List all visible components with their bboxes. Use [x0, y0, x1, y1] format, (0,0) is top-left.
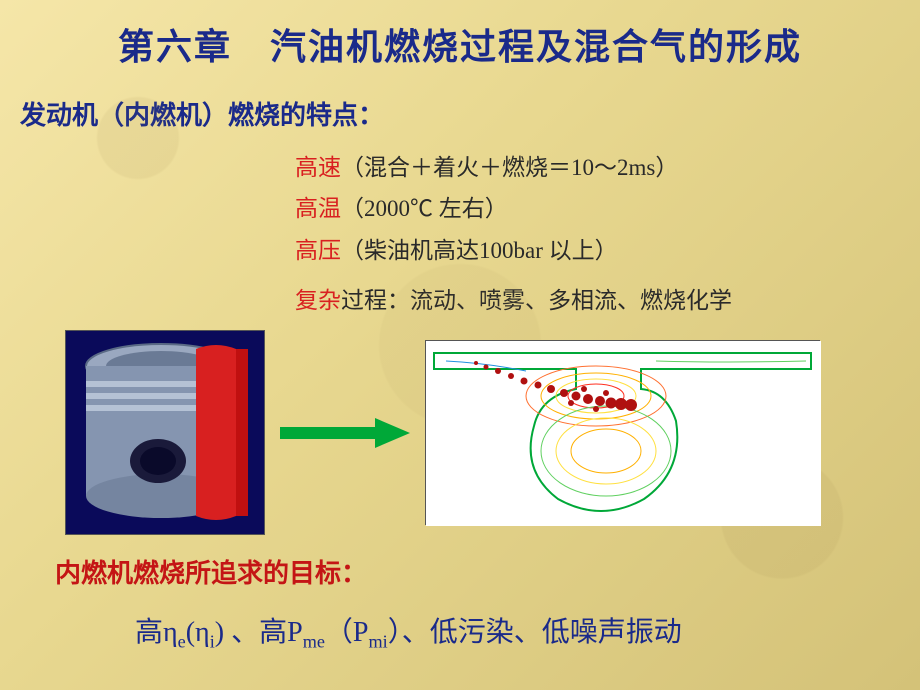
feature-text: （2000℃ 左右）: [341, 196, 508, 221]
complex-keyword: 复杂: [295, 288, 341, 313]
formula-sub: mi: [369, 632, 388, 652]
feature-item: 高压（柴油机高达100bar 以上）: [295, 230, 920, 271]
feature-list: 高速（混合＋着火＋燃烧＝10～2ms） 高温（2000℃ 左右） 高压（柴油机高…: [295, 147, 920, 271]
feature-text: （柴油机高达100bar 以上）: [341, 238, 618, 263]
formula-part: ): [215, 617, 224, 648]
feature-keyword: 高压: [295, 238, 341, 263]
formula-part: 高P: [259, 617, 303, 648]
formula-part: 高η: [135, 617, 178, 648]
formula-sep: 、: [224, 617, 259, 648]
formula-sub: e: [178, 632, 186, 652]
formula-sub: me: [303, 632, 325, 652]
formula-part: （P: [325, 617, 369, 648]
goal-title: 内燃机燃烧所追求的目标：: [55, 553, 920, 590]
section-subtitle: 发动机（内燃机）燃烧的特点：: [20, 95, 920, 132]
feature-item: 高温（2000℃ 左右）: [295, 188, 920, 229]
formula-part: ）: [388, 617, 402, 648]
goal-formula: 高ηe(ηi) 、高Pme（Pmi）、低污染、低噪声振动: [135, 610, 920, 653]
complex-line: 复杂过程：流动、喷雾、多相流、燃烧化学: [295, 281, 920, 315]
cfd-contour-image: [425, 340, 820, 525]
feature-keyword: 高温: [295, 196, 341, 221]
complex-text: 过程：流动、喷雾、多相流、燃烧化学: [341, 288, 732, 313]
feature-keyword: 高速: [295, 155, 341, 180]
feature-item: 高速（混合＋着火＋燃烧＝10～2ms）: [295, 147, 920, 188]
page-title: 第六章 汽油机燃烧过程及混合气的形成: [0, 0, 920, 70]
image-row: [65, 330, 920, 535]
piston-cutaway-image: [65, 330, 265, 535]
arrow-icon: [280, 418, 410, 448]
feature-text: （混合＋着火＋燃烧＝10～2ms）: [341, 155, 678, 180]
formula-tail: 、低污染、低噪声振动: [402, 617, 682, 648]
formula-part: (η: [186, 617, 210, 648]
